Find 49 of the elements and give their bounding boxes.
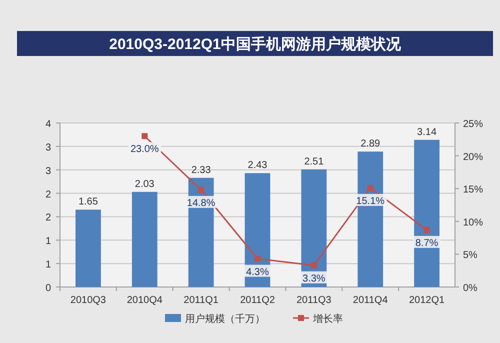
data-label: 2.43 <box>248 160 268 172</box>
y-tick-label: 2 <box>45 189 52 200</box>
data-label: 2.03 <box>134 178 155 190</box>
data-label: 15.1% <box>356 196 385 207</box>
bar <box>301 169 327 287</box>
x-tick-label: 2010Q3 <box>70 295 106 306</box>
point <box>142 133 148 140</box>
data-label: 2.51 <box>304 156 324 168</box>
x-tick-label: 2011Q2 <box>240 295 276 306</box>
bar <box>414 140 440 287</box>
y-tick-label: 0 <box>45 283 52 294</box>
x-tick-label: 2012Q1 <box>408 295 446 306</box>
point <box>367 184 374 191</box>
data-label: 2.89 <box>360 138 381 150</box>
chart-title: 2010Q3-2012Q1中国手机网游用户规模状况 <box>109 35 402 53</box>
x-tick-label: 2011Q4 <box>352 295 388 306</box>
y-tick-label: 3 <box>45 142 52 154</box>
y-tick-label: 3 <box>45 166 52 177</box>
x-tick-label: 2011Q3 <box>296 295 332 306</box>
y-tick-label: 1 <box>45 236 52 248</box>
y2-tick-label: 10% <box>463 217 484 228</box>
x-tick-label: 2010Q4 <box>126 295 163 306</box>
data-label: 2.33 <box>191 164 212 176</box>
point <box>254 256 260 262</box>
point <box>310 262 317 268</box>
y2-tick-label: 25% <box>463 119 484 130</box>
data-label: 1.65 <box>78 196 98 208</box>
y2-tick-label: 0% <box>463 283 478 294</box>
y2-tick-label: 15% <box>463 184 484 196</box>
point <box>198 186 204 193</box>
data-label: 8.7% <box>415 238 438 249</box>
data-label: 23.0% <box>130 144 159 156</box>
x-tick-label: 2011Q1 <box>184 295 219 306</box>
y-tick-label: 2 <box>45 212 52 224</box>
y2-tick-label: 20% <box>463 152 484 163</box>
data-label: 3.3% <box>302 273 326 284</box>
point <box>424 226 430 233</box>
data-label: 3.14 <box>417 126 437 138</box>
y-tick-label: 4 <box>45 119 52 130</box>
data-label: 14.8% <box>186 198 216 209</box>
data-label: 4.3% <box>246 266 270 278</box>
bar <box>132 192 158 287</box>
bar <box>358 152 384 287</box>
y2-tick-label: 5% <box>463 250 478 262</box>
legend-label: 增长率 <box>312 313 343 325</box>
bar <box>76 210 101 287</box>
y-tick-label: 1 <box>45 260 52 271</box>
legend-label: 用户规模（千万） <box>185 313 265 325</box>
bar <box>244 173 270 287</box>
